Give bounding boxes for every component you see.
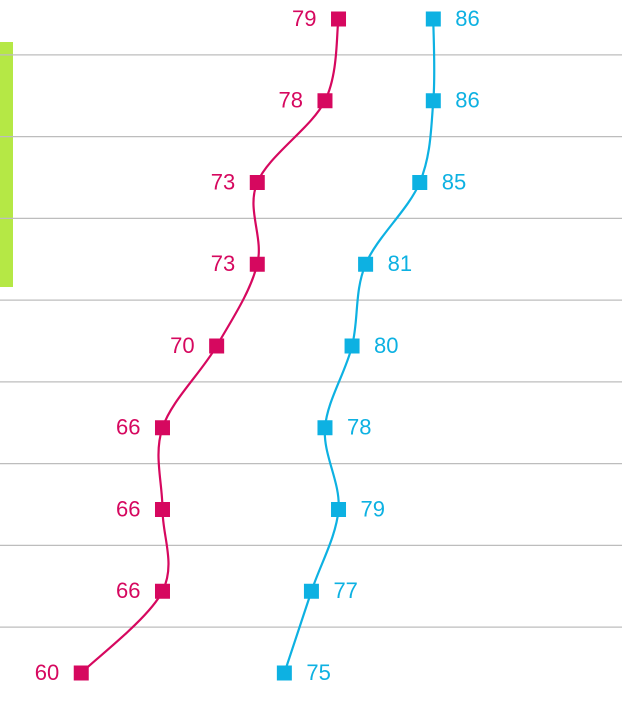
- marker: [154, 583, 170, 599]
- marker: [317, 93, 333, 109]
- marker: [303, 583, 319, 599]
- data-label: 78: [278, 88, 302, 113]
- marker: [249, 175, 265, 190]
- data-label: 86: [455, 88, 479, 113]
- data-label: 66: [116, 578, 140, 603]
- data-label: 85: [442, 169, 466, 194]
- data-label: 80: [374, 333, 398, 358]
- data-label: 77: [333, 578, 357, 603]
- marker: [154, 420, 170, 436]
- data-label: 78: [347, 415, 371, 440]
- marker: [425, 11, 441, 27]
- marker: [73, 665, 89, 681]
- data-label: 73: [211, 251, 235, 276]
- marker: [276, 665, 292, 681]
- marker: [412, 175, 428, 190]
- marker: [425, 93, 441, 109]
- accent-bar: [0, 42, 13, 287]
- data-label: 70: [170, 333, 194, 358]
- data-label: 73: [211, 169, 235, 194]
- data-label: 66: [116, 415, 140, 440]
- data-label: 79: [361, 496, 385, 521]
- marker: [317, 420, 333, 436]
- data-label: 75: [306, 660, 330, 685]
- marker: [249, 256, 265, 272]
- data-label: 81: [388, 251, 412, 276]
- data-label: 60: [35, 660, 59, 685]
- marker: [209, 338, 225, 354]
- data-label: 79: [292, 6, 316, 31]
- marker: [344, 338, 360, 354]
- marker: [358, 256, 374, 272]
- marker: [331, 502, 347, 517]
- marker: [331, 11, 347, 27]
- data-label: 86: [455, 6, 479, 31]
- data-label: 66: [116, 496, 140, 521]
- marker: [154, 502, 170, 517]
